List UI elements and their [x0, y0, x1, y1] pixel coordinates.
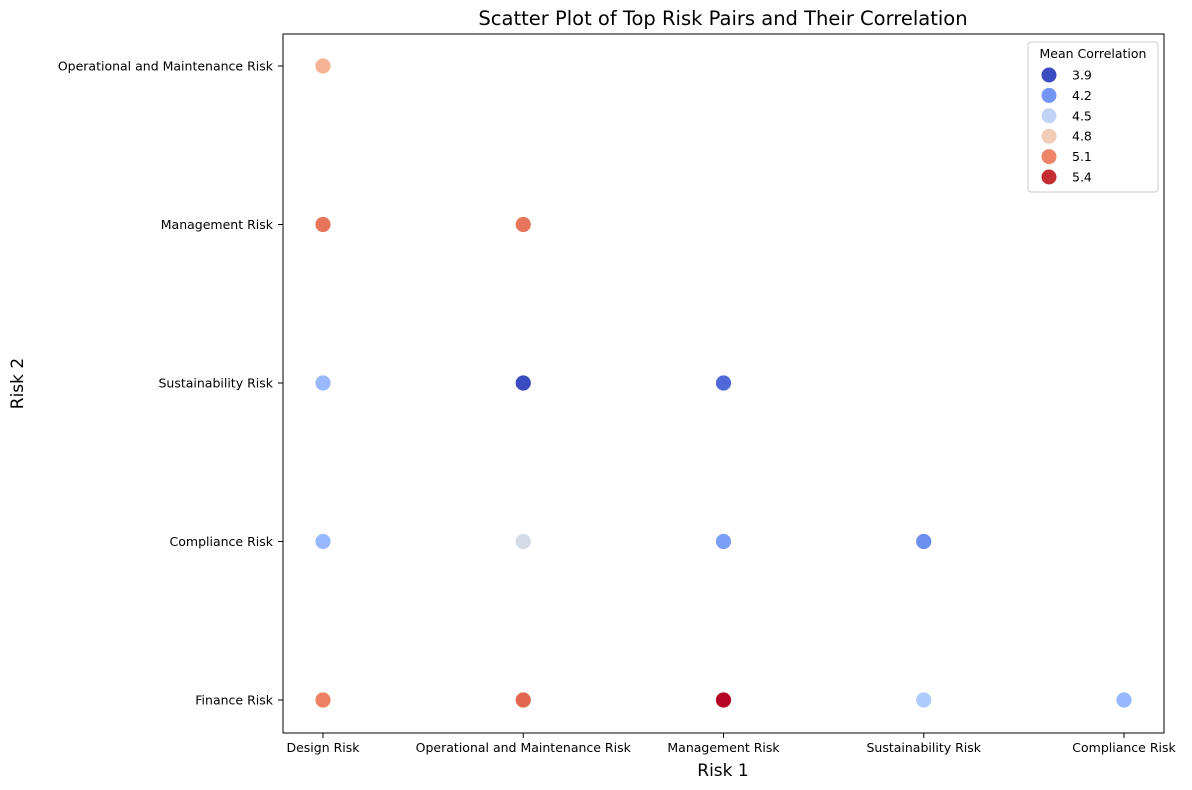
data-point — [1115, 691, 1133, 709]
x-tick-label: Design Risk — [286, 740, 360, 755]
data-point — [514, 691, 532, 709]
legend-frame — [1027, 41, 1159, 193]
data-point — [715, 691, 732, 709]
legend-entries: 3.9 4.2 4.5 4.8 5.1 5.4 — [1041, 67, 1092, 185]
legend-title: Mean Correlation — [1040, 46, 1147, 61]
y-tick-label: Compliance Risk — [170, 534, 274, 549]
data-point — [314, 691, 332, 709]
legend-marker — [1041, 87, 1057, 103]
legend-marker — [1041, 108, 1057, 124]
x-tick-label: Compliance Risk — [1072, 740, 1176, 755]
legend-label: 4.8 — [1072, 129, 1092, 144]
data-point — [314, 216, 332, 233]
data-point — [715, 374, 732, 392]
legend-marker — [1041, 128, 1057, 144]
legend-marker — [1041, 169, 1057, 185]
data-points — [314, 57, 1133, 709]
y-tick-label: Operational and Maintenance Risk — [58, 59, 274, 74]
legend-marker — [1041, 149, 1057, 165]
data-point — [514, 216, 532, 233]
x-axis-label: Risk 1 — [697, 761, 748, 781]
data-point — [514, 533, 532, 550]
legend-label: 5.1 — [1072, 149, 1092, 164]
legend-label: 3.9 — [1072, 68, 1092, 83]
x-tick-label: Sustainability Risk — [866, 740, 981, 755]
y-axis: Finance Risk Compliance Risk Sustainabilit… — [58, 59, 283, 708]
data-point — [514, 374, 532, 392]
legend-label: 4.2 — [1072, 88, 1092, 103]
y-tick-label: Finance Risk — [195, 693, 273, 708]
y-tick-label: Sustainability Risk — [158, 376, 273, 391]
x-tick-label: Management Risk — [667, 740, 780, 755]
legend-label: 4.5 — [1072, 108, 1092, 123]
x-axis: Design Risk Operational and Maintenance R… — [286, 733, 1176, 755]
y-tick-label: Management Risk — [161, 217, 274, 232]
data-point — [915, 691, 933, 709]
data-point — [314, 374, 332, 392]
data-point — [715, 533, 732, 550]
y-axis-label: Risk 2 — [8, 358, 28, 409]
data-point — [314, 533, 332, 550]
chart-title: Scatter Plot of Top Risk Pairs and Their… — [478, 7, 967, 30]
x-tick-label: Operational and Maintenance Risk — [416, 740, 632, 755]
legend: Mean Correlation 3.9 4.2 4.5 4.8 5.1 5.4 — [1027, 41, 1159, 193]
data-point — [314, 57, 332, 75]
legend-marker — [1041, 67, 1057, 83]
legend-label: 5.4 — [1072, 170, 1092, 185]
data-point — [915, 533, 933, 550]
